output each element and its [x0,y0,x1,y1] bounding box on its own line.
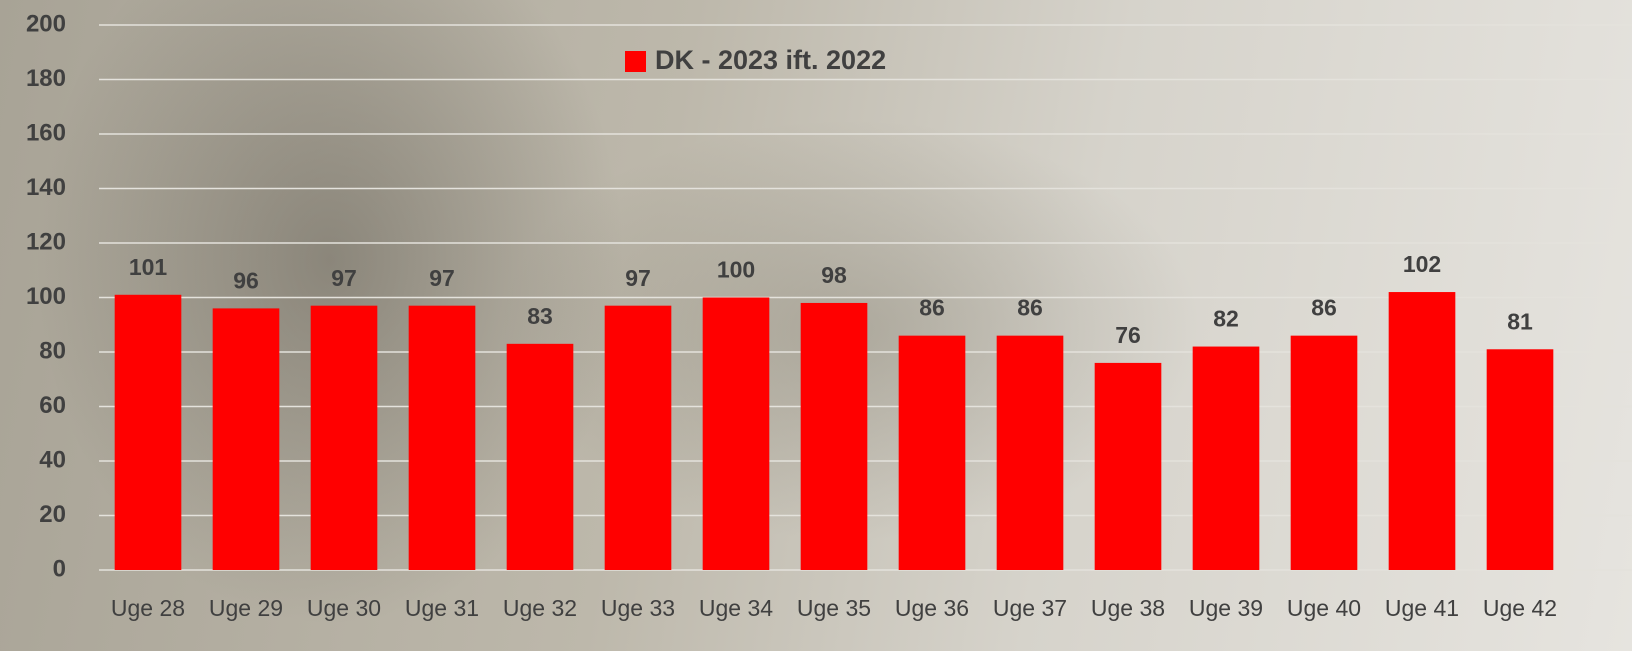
legend-swatch [625,51,646,72]
value-label: 97 [625,265,651,291]
value-label: 98 [821,262,847,288]
bar [311,306,378,570]
value-label: 82 [1213,306,1239,332]
x-tick-label: Uge 34 [699,595,773,621]
x-tick-label: Uge 42 [1483,595,1557,621]
bar [801,303,868,570]
bar [1095,363,1162,570]
y-tick-label: 140 [26,174,66,201]
value-label: 86 [919,295,945,321]
value-label: 97 [429,265,455,291]
bar [213,308,280,570]
x-tick-label: Uge 32 [503,595,577,621]
x-tick-label: Uge 37 [993,595,1067,621]
bar [703,298,770,571]
value-label: 97 [331,265,357,291]
value-label: 102 [1403,251,1441,277]
x-tick-label: Uge 30 [307,595,381,621]
chart: 0 20 40 60 80 100 120 140 160 180 200 101 96 97 97 83 97… [0,0,1632,651]
bar [507,344,574,570]
y-tick-label: 160 [26,119,66,146]
bar [997,336,1064,570]
legend-label: DK - 2023 ift. 2022 [655,45,886,75]
y-tick-label: 20 [39,501,66,528]
value-label: 100 [717,257,755,283]
value-label: 96 [233,267,259,293]
bar [1487,349,1554,570]
x-tick-label: Uge 41 [1385,595,1459,621]
bar [1193,347,1260,570]
x-tick-label: Uge 40 [1287,595,1361,621]
x-tick-label: Uge 33 [601,595,675,621]
y-tick-label: 40 [39,446,66,473]
bar [605,306,672,570]
value-label: 86 [1311,295,1337,321]
x-tick-label: Uge 28 [111,595,185,621]
x-tick-label: Uge 36 [895,595,969,621]
value-label: 101 [129,254,168,280]
bar [899,336,966,570]
bar [409,306,476,570]
bar [1291,336,1358,570]
value-label: 86 [1017,295,1043,321]
y-tick-label: 80 [39,337,66,364]
y-tick-label: 120 [26,228,66,255]
y-tick-label: 200 [26,10,66,37]
y-tick-label: 100 [26,283,66,310]
value-label: 83 [527,303,553,329]
bar [1389,292,1456,570]
value-label: 81 [1507,308,1533,334]
x-tick-label: Uge 38 [1091,595,1165,621]
x-tick-label: Uge 31 [405,595,479,621]
y-tick-label: 0 [53,555,66,582]
x-tick-label: Uge 35 [797,595,871,621]
y-tick-label: 180 [26,65,66,92]
chart-container: 0 20 40 60 80 100 120 140 160 180 200 101 96 97 97 83 97… [0,0,1632,651]
x-tick-label: Uge 39 [1189,595,1263,621]
value-label: 76 [1115,322,1141,348]
bar [115,295,182,570]
y-tick-label: 60 [39,392,66,419]
x-tick-label: Uge 29 [209,595,283,621]
